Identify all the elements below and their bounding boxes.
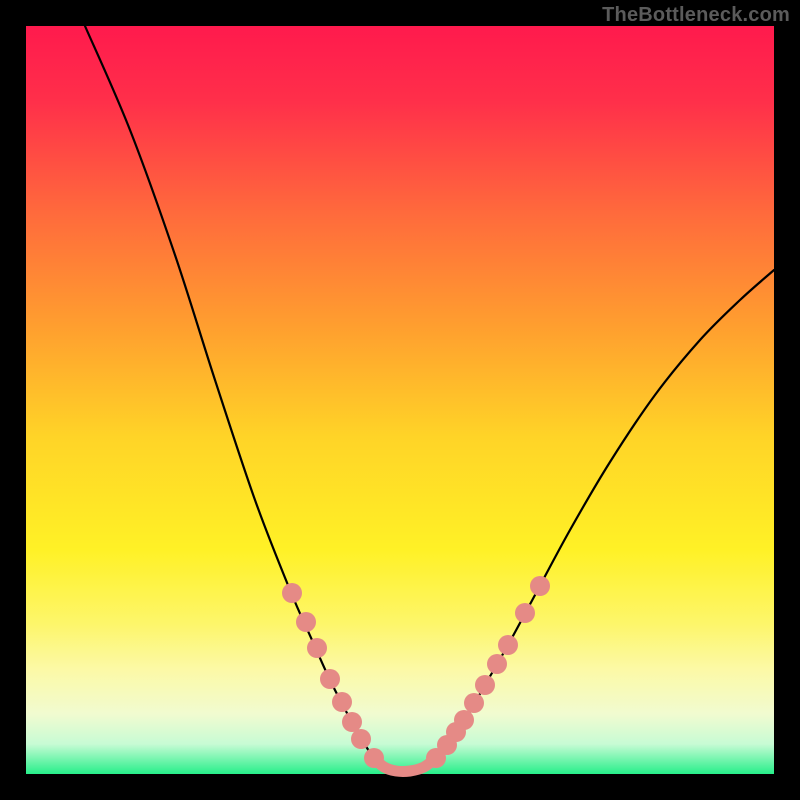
- marker-dot: [342, 712, 362, 732]
- marker-dot: [320, 669, 340, 689]
- marker-dot: [364, 748, 384, 768]
- marker-dot: [475, 675, 495, 695]
- watermark-text: TheBottleneck.com: [602, 4, 790, 27]
- chart-stage: TheBottleneck.com: [0, 0, 800, 800]
- marker-dot: [332, 692, 352, 712]
- marker-dot: [307, 638, 327, 658]
- gradient-panel: [26, 26, 774, 774]
- marker-dot: [515, 603, 535, 623]
- bottleneck-chart: [0, 0, 800, 800]
- marker-dot: [351, 729, 371, 749]
- marker-dot: [487, 654, 507, 674]
- marker-dot: [530, 576, 550, 596]
- marker-dot: [282, 583, 302, 603]
- marker-dot: [498, 635, 518, 655]
- marker-dot: [296, 612, 316, 632]
- marker-dot: [454, 710, 474, 730]
- marker-dot: [464, 693, 484, 713]
